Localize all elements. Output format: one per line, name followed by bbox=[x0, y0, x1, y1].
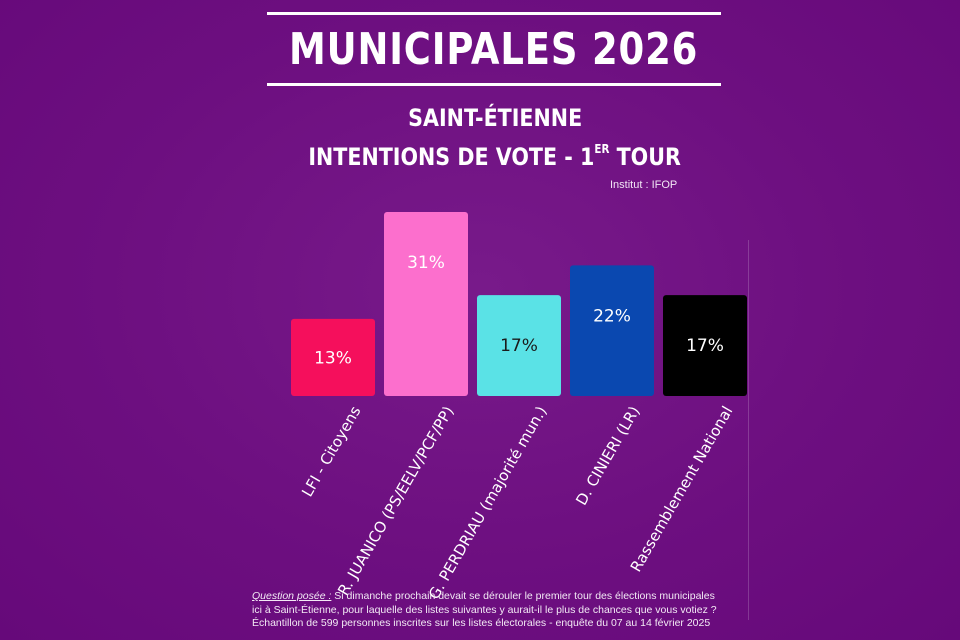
city-subtitle: SAINT-ÉTIENNE bbox=[0, 104, 960, 132]
subtitle-main: INTENTIONS DE VOTE - 1 bbox=[308, 143, 595, 171]
bar-5 bbox=[663, 295, 747, 396]
question-text: Si dimanche prochain devait se dérouler … bbox=[252, 590, 717, 616]
subtitle-superscript: ER bbox=[594, 142, 610, 156]
bar-value-label-2: 31% bbox=[407, 253, 445, 273]
category-label-4: D. CINIERI (LR) bbox=[572, 403, 643, 508]
bar-2 bbox=[384, 212, 468, 396]
sample-note: Échantillon de 599 personnes inscrites s… bbox=[252, 617, 711, 629]
question-paragraph: Question posée : Si dimanche prochain de… bbox=[252, 590, 722, 617]
page-title: MUNICIPALES 2026 bbox=[289, 23, 699, 75]
chart-subtitle-inner: INTENTIONS DE VOTE - 1ER TOUR bbox=[309, 142, 682, 171]
bar-value-label-1: 13% bbox=[314, 348, 352, 368]
title-box: MUNICIPALES 2026 bbox=[267, 12, 721, 86]
bar-value-label-5: 17% bbox=[686, 336, 724, 356]
question-label: Question posée : bbox=[252, 590, 332, 602]
bar-3 bbox=[477, 295, 561, 396]
category-label-5: Rassemblement National bbox=[627, 403, 737, 575]
chart-subtitle: INTENTIONS DE VOTE - 1ER TOUR bbox=[0, 142, 960, 171]
subtitle-end: TOUR bbox=[609, 143, 682, 171]
bar-1 bbox=[291, 318, 375, 396]
category-label-1: LFI - Citoyens bbox=[298, 403, 364, 500]
city-name: SAINT-ÉTIENNE bbox=[407, 104, 583, 132]
bar-value-label-4: 22% bbox=[593, 306, 631, 326]
divider-line bbox=[748, 240, 749, 620]
source-label: Institut : IFOP bbox=[610, 179, 678, 191]
bar-4 bbox=[570, 265, 654, 396]
bar-value-label-3: 17% bbox=[500, 336, 538, 356]
footnote: Question posée : Si dimanche prochain de… bbox=[252, 590, 722, 631]
